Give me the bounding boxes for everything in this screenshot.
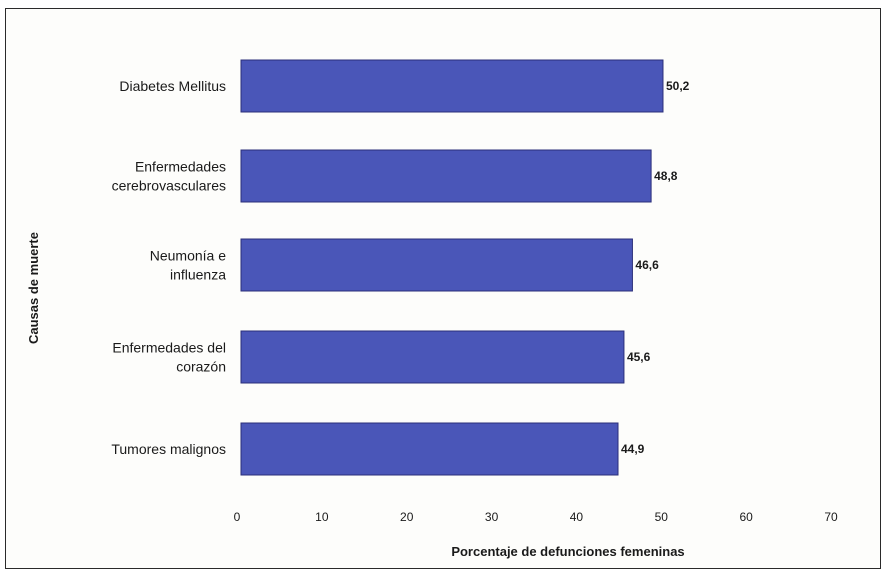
category-label: Neumonía e influenza bbox=[150, 248, 226, 283]
x-tick-label: 10 bbox=[315, 510, 329, 524]
x-tick-label: 20 bbox=[400, 510, 414, 524]
x-tick-label: 60 bbox=[739, 510, 753, 524]
bar bbox=[240, 422, 619, 476]
bar bbox=[240, 330, 625, 384]
x-tick-label: 50 bbox=[655, 510, 669, 524]
x-ticks-group: 0 10 20 30 40 50 60 70 bbox=[234, 510, 838, 524]
value-label: 50,2 bbox=[666, 79, 690, 93]
x-tick-label: 70 bbox=[824, 510, 838, 524]
bars-group bbox=[240, 59, 664, 476]
x-tick-label: 0 bbox=[234, 510, 241, 524]
bar bbox=[240, 59, 664, 113]
value-label: 46,6 bbox=[635, 258, 659, 272]
category-label: Enfermedades del corazón bbox=[112, 340, 226, 375]
category-label: Diabetes Mellitus bbox=[119, 78, 226, 94]
bar bbox=[240, 149, 652, 203]
x-tick-label: 30 bbox=[485, 510, 499, 524]
category-label: Tumores malignos bbox=[111, 441, 226, 457]
y-axis-title: Causas de muerte bbox=[26, 232, 41, 344]
value-label: 44,9 bbox=[621, 442, 645, 456]
value-labels-group: 50,2 48,8 46,6 45,6 44,9 bbox=[621, 79, 690, 456]
category-labels-group: Diabetes Mellitus Enfermedades cerebrovasc… bbox=[111, 78, 226, 457]
bar bbox=[240, 238, 633, 292]
value-label: 48,8 bbox=[654, 169, 678, 183]
value-label: 45,6 bbox=[627, 350, 651, 364]
x-tick-label: 40 bbox=[570, 510, 584, 524]
x-axis-title: Porcentaje de defunciones femeninas bbox=[451, 544, 684, 559]
category-label: Enfermedades cerebrovasculares bbox=[112, 159, 226, 194]
